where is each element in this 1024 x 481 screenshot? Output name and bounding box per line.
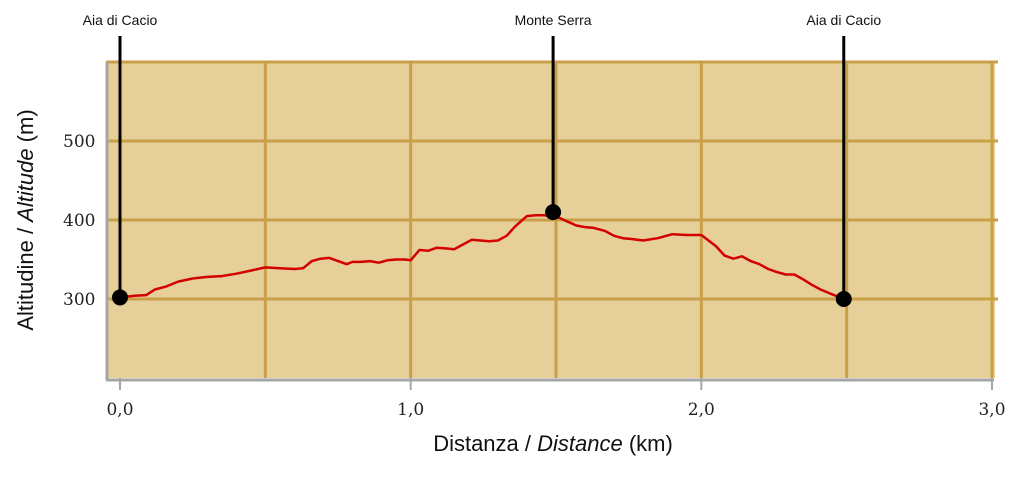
x-tick-label: 3,0 (978, 400, 1005, 420)
waypoint-marker (545, 204, 562, 221)
tick-labels: 0,0 1,0 2,0 3,0 300 400 500 (63, 132, 1006, 420)
axes (105, 62, 994, 390)
x-tick-label: 1,0 (397, 400, 424, 420)
x-axis-label: Distanza / Distance (km) (433, 431, 673, 456)
x-tick-label: 0,0 (106, 400, 133, 420)
waypoint-markers: Aia di Cacio Monte Serra Aia di Cacio (83, 12, 881, 307)
waypoint-label: Aia di Cacio (83, 12, 158, 28)
waypoint-label: Aia di Cacio (806, 12, 881, 28)
waypoint-marker (112, 289, 128, 306)
waypoint-label: Monte Serra (515, 12, 592, 28)
y-axis-label: Altitudine / Altitude (m) (13, 109, 38, 330)
y-tick-label: 300 (63, 290, 95, 310)
y-tick-label: 500 (63, 132, 95, 152)
profile-series (119, 214, 845, 301)
x-tick-label: 2,0 (688, 400, 715, 420)
series-line (119, 214, 845, 301)
y-tick-label: 400 (63, 211, 95, 231)
waypoint-marker (835, 291, 852, 307)
